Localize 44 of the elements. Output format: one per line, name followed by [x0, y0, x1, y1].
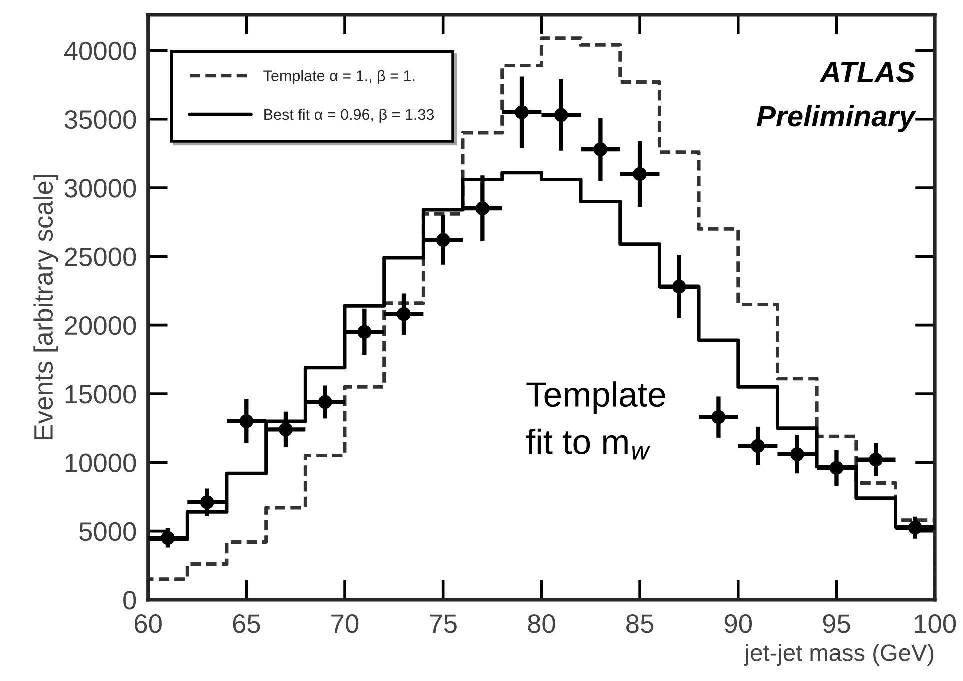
x-tick-label: 95	[823, 614, 850, 634]
point	[830, 461, 844, 476]
y-tick-label: 0	[124, 591, 136, 610]
y-tick-label: 40000	[64, 42, 136, 61]
point	[358, 325, 372, 340]
point	[240, 414, 254, 428]
y-tick-label: 5000	[80, 522, 136, 542]
annotation: ATLAS Preliminary	[757, 62, 917, 133]
x-tick-label: 85	[626, 614, 654, 634]
y-tick-label: 30000	[64, 179, 136, 198]
x-tick-label: 100	[915, 614, 956, 634]
point	[279, 422, 293, 437]
x-tick-label: 90	[724, 614, 752, 634]
x-axis-title: jet-jet mass (GeV)	[744, 644, 934, 666]
point	[554, 108, 568, 122]
legend-label: Best fit α = 0.96, β = 1.33	[264, 108, 434, 124]
point	[633, 167, 647, 182]
y-tick-label: 35000	[64, 110, 136, 130]
annotation: Template fit to m$_{w}$	[526, 382, 666, 460]
point	[476, 202, 490, 216]
point	[318, 395, 332, 410]
x-tick-label: 80	[528, 614, 556, 634]
x-tick-label: 65	[233, 614, 260, 634]
point	[672, 280, 686, 294]
y-tick-label: 25000	[65, 248, 136, 266]
x-tick-label: 75	[430, 614, 457, 634]
y-tick-label: 20000	[65, 316, 136, 336]
point	[751, 439, 765, 454]
point	[712, 410, 726, 424]
point	[515, 106, 529, 120]
point	[200, 496, 214, 510]
point	[161, 531, 175, 546]
point	[436, 233, 450, 248]
y-tick-label: 15000	[66, 385, 136, 404]
legend-label: Template α = 1., β = 1.	[264, 70, 415, 84]
y-axis-title: Events [arbitrary scale]	[34, 175, 58, 440]
x-tick-label: 60	[134, 614, 162, 634]
point	[594, 142, 608, 156]
x-tick-label: 70	[332, 614, 359, 634]
point	[790, 447, 804, 462]
point	[908, 520, 922, 535]
point	[397, 307, 411, 322]
y-tick-label: 10000	[66, 454, 136, 472]
point	[869, 452, 884, 467]
